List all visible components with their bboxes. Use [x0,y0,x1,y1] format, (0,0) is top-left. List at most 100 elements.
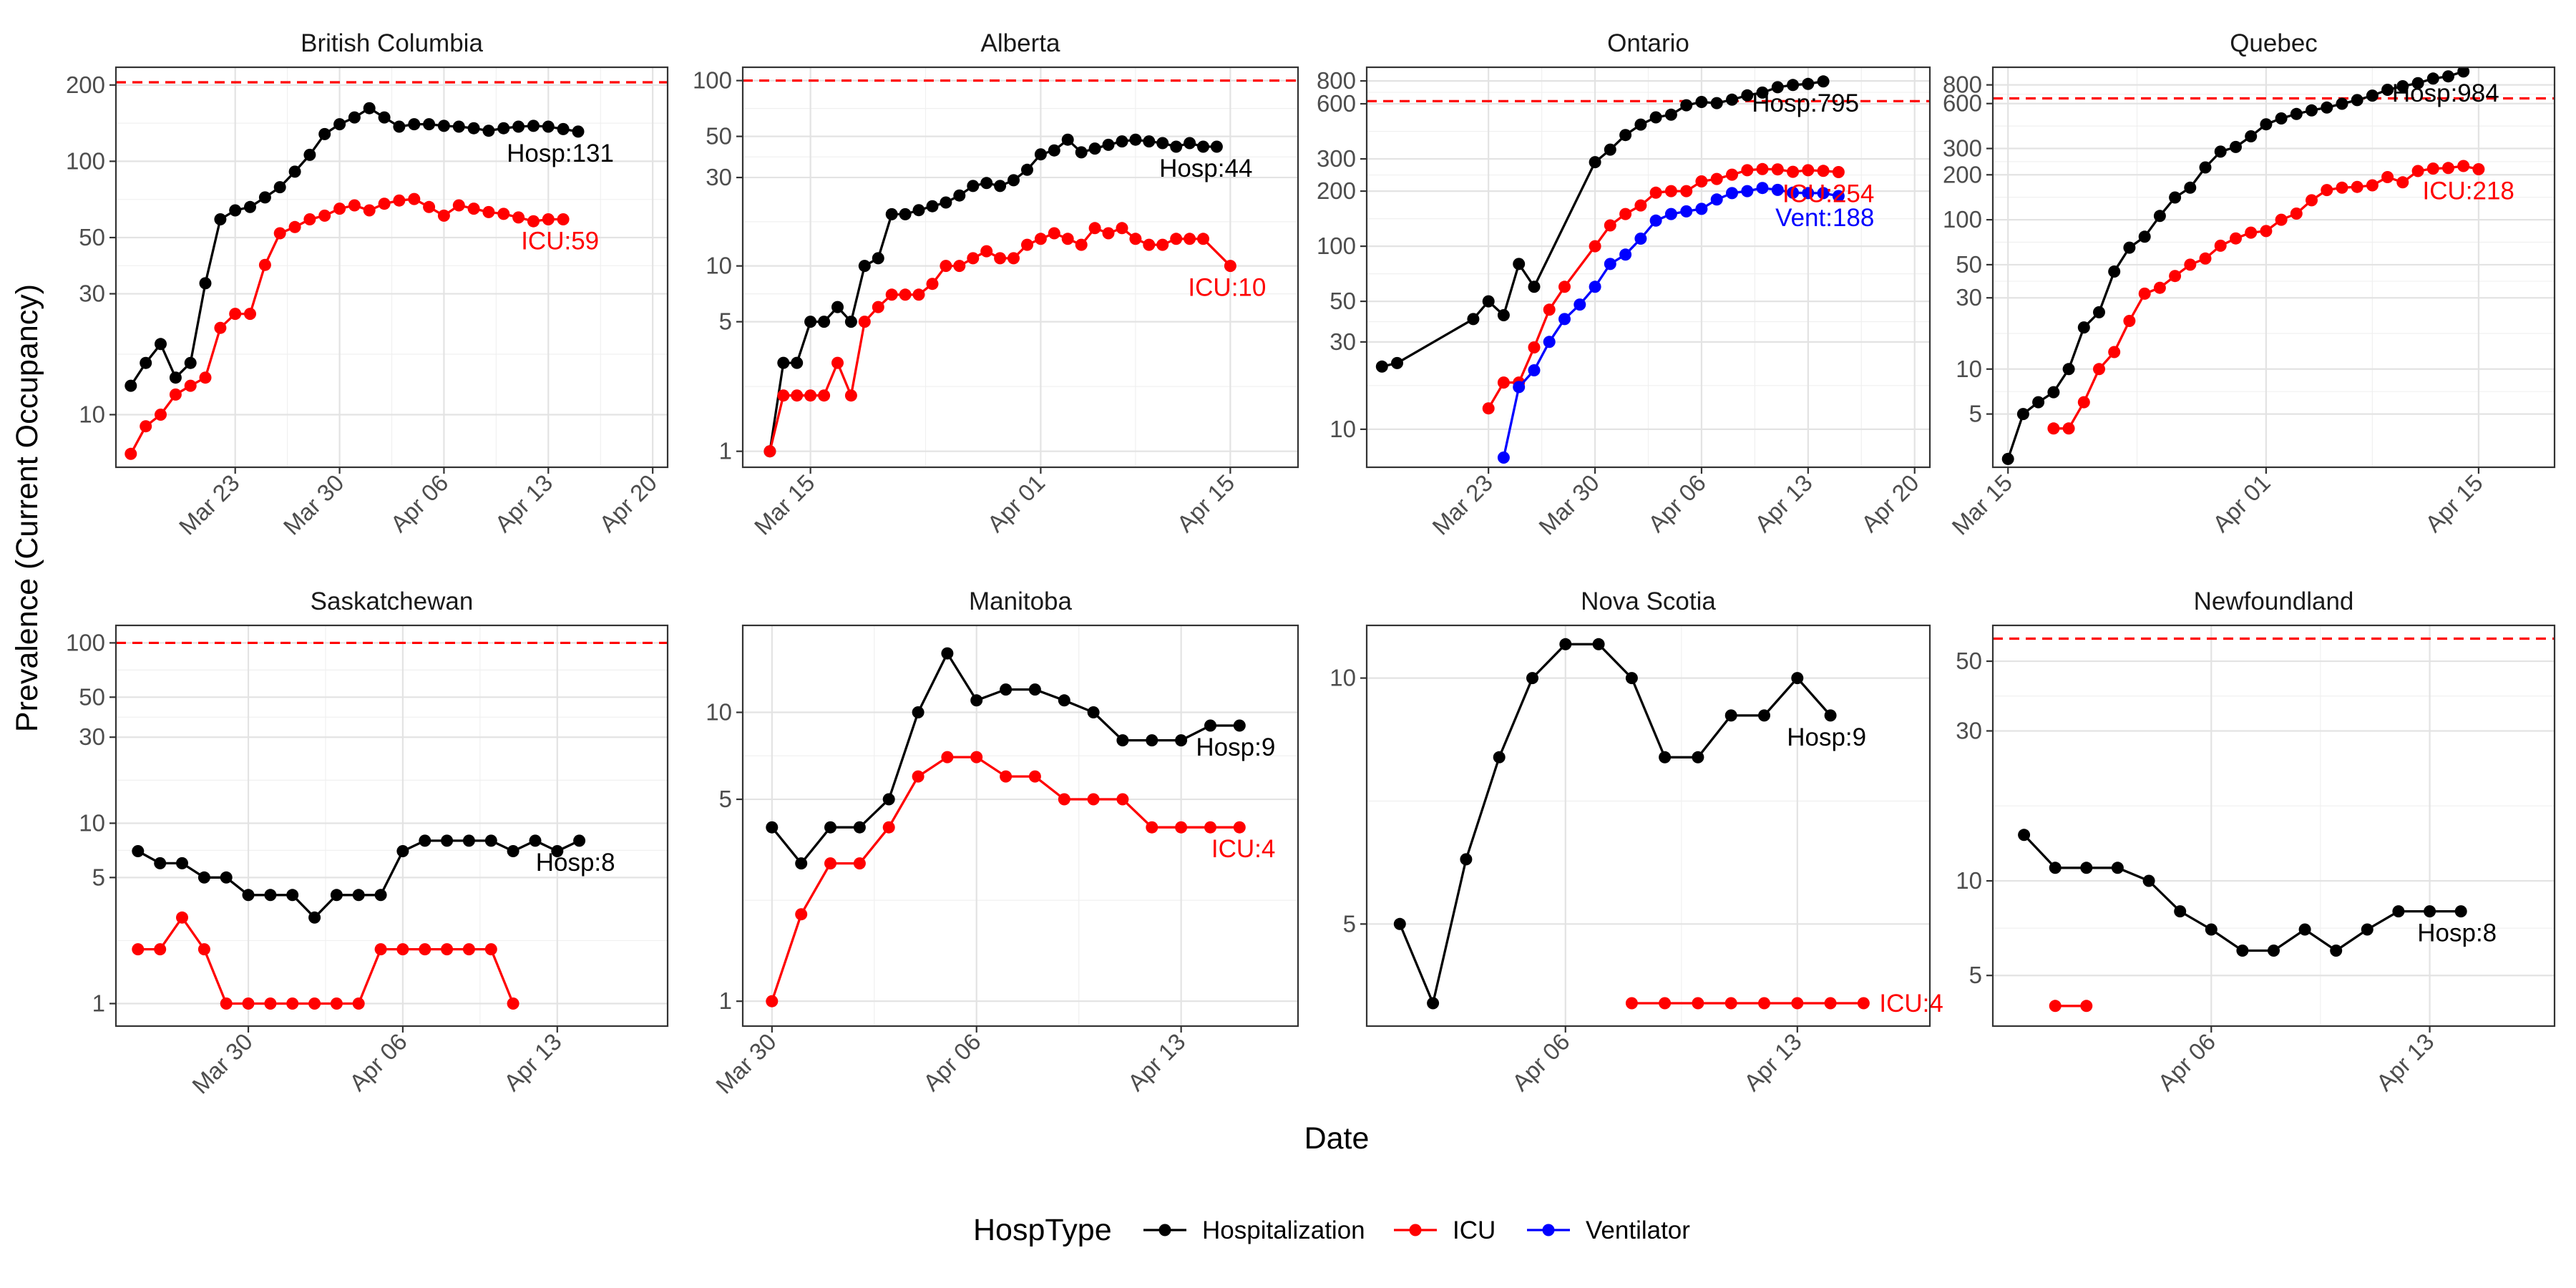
y-tick-label: 5 [719,308,732,335]
data-point-hospitalization [507,845,519,857]
data-point-icu [2169,270,2182,283]
y-axis: 1 5 10 30 50 100 [66,629,116,1017]
data-point-icu [2199,252,2212,265]
x-axis: Mar 15 Apr 01 Apr 15 [1946,467,2488,540]
data-point-hospitalization [396,845,409,857]
x-axis: Mar 23 Mar 30 Apr 06 Apr 13 Apr 20 [174,467,662,540]
data-point-icu [140,420,152,433]
data-point-icu [2260,225,2273,238]
data-point-icu [804,389,817,402]
panel-border [114,624,669,1028]
data-point-hospitalization [352,889,365,902]
data-point-hospitalization [941,647,954,660]
legend-title: HospType [973,1213,1112,1247]
data-point-ventilator [1710,193,1723,206]
data-point-icu [1741,164,1754,177]
data-point-hospitalization [1634,118,1647,131]
facet-title-alberta: Alberta [981,29,1060,57]
data-point-ventilator [1604,258,1616,270]
data-point-icu [858,316,871,328]
data-point-icu [2442,162,2454,175]
major-gridlines [116,67,668,467]
facet-title-british-columbia: British Columbia [301,29,483,57]
data-point-ventilator [1802,187,1815,200]
data-point-ventilator [1574,298,1586,311]
data-point-ventilator [1634,233,1647,245]
data-point-icu [1175,821,1188,834]
data-point-icu [2472,163,2485,175]
data-point-hospitalization [308,911,321,924]
data-point-hospitalization [2153,210,2166,223]
data-point-hospitalization [1204,719,1216,732]
panel-saskatchewan: Saskatchewan Hosp:8 1 5 10 30 50 100 Mar 30 Apr 0… [66,587,669,1099]
data-point-icu [512,211,525,224]
major-gridlines [1993,625,2555,1026]
data-point-hospitalization [2111,862,2124,874]
data-point-icu [2351,180,2363,193]
data-point-ventilator [1832,190,1845,203]
x-tick-label: Mar 23 [1427,469,1498,540]
data-point-hospitalization [940,196,952,209]
data-point-icu [378,197,391,210]
data-point-icu [1021,238,1033,251]
data-point-icu [2396,176,2409,189]
y-tick-label: 10 [706,253,732,279]
data-point-icu [482,205,495,218]
minor-gridlines [743,625,1298,1026]
data-point-icu [363,204,376,217]
y-tick-label: 30 [1956,284,1982,311]
end-label-hospitalization: Hosp:44 [1159,155,1252,182]
y-axis: 5 10 30 50 [1956,648,1993,988]
data-point-icu [286,997,299,1010]
data-point-icu [791,389,804,402]
data-point-icu [273,227,286,240]
data-point-hospitalization [452,120,465,133]
facet-title-ontario: Ontario [1607,29,1689,57]
data-point-hospitalization [154,857,167,869]
data-point-hospitalization [1143,135,1156,148]
y-tick-label: 30 [79,723,105,750]
data-point-hospitalization [970,694,983,707]
data-point-icu [1724,997,1737,1010]
y-tick-label: 300 [1943,135,1982,162]
series-group [763,133,1236,458]
data-point-hospitalization [573,834,586,847]
series-line-hospitalization [769,138,1217,452]
y-tick-label: 50 [706,123,732,150]
data-point-hospitalization [1375,360,1388,373]
data-point-icu [1787,165,1800,178]
data-point-hospitalization [1061,133,1074,146]
x-tick-label: Mar 30 [1533,469,1604,540]
data-point-hospitalization [1664,108,1677,121]
panel-border [114,66,669,469]
facet-title-quebec: Quebec [2230,29,2318,57]
data-point-hospitalization [303,148,316,161]
data-point-hospitalization [912,204,925,217]
data-point-hospitalization [1649,111,1662,124]
data-point-icu [303,213,316,225]
data-point-icu [1058,793,1070,806]
data-point-icu [1116,793,1129,806]
data-point-icu [1680,185,1693,197]
data-point-icu [1604,219,1616,232]
end-label-icu: ICU:59 [521,228,599,255]
data-point-hospitalization [1482,295,1495,308]
data-point-hospitalization [199,277,212,290]
data-point-icu [967,252,980,265]
y-tick-label: 10 [1956,356,1982,382]
end-label-hospitalization: Hosp:9 [1196,733,1275,761]
series-line-icu [769,227,1231,452]
data-point-hospitalization [844,316,857,328]
legend-label: Ventilator [1586,1216,1690,1244]
data-point-icu [408,192,421,205]
data-point-icu [125,447,137,460]
x-tick-label: Apr 15 [1171,469,1239,537]
data-point-hospitalization [1197,140,1209,153]
data-point-icu [2138,287,2151,300]
data-point-hospitalization [2442,70,2454,83]
x-tick-label: Apr 13 [489,469,557,537]
data-point-icu [1204,821,1216,834]
major-gridlines [1367,625,1930,1026]
panel-border [741,66,1299,469]
y-tick-label: 600 [1317,90,1356,117]
